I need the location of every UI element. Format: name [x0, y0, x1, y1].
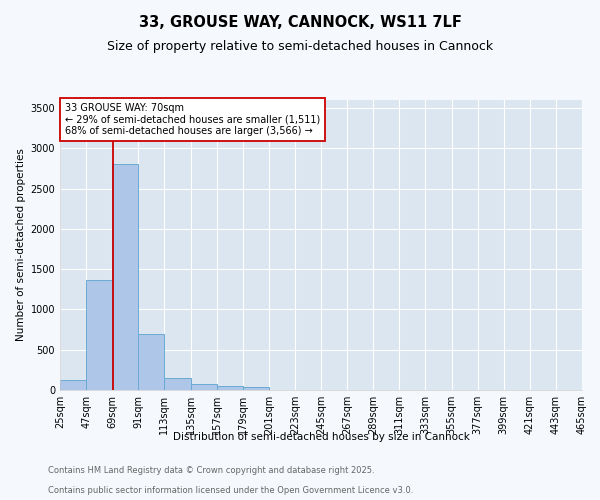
Bar [217, 386, 242, 390]
Y-axis label: Number of semi-detached properties: Number of semi-detached properties [16, 148, 26, 342]
Text: Contains HM Land Registry data © Crown copyright and database right 2025.: Contains HM Land Registry data © Crown c… [48, 466, 374, 475]
Bar [242, 387, 269, 390]
Text: Contains public sector information licensed under the Open Government Licence v3: Contains public sector information licen… [48, 486, 413, 495]
Bar [112, 164, 139, 390]
Text: 33 GROUSE WAY: 70sqm
← 29% of semi-detached houses are smaller (1,511)
68% of se: 33 GROUSE WAY: 70sqm ← 29% of semi-detac… [65, 103, 320, 136]
Bar [164, 378, 191, 390]
Text: Distribution of semi-detached houses by size in Cannock: Distribution of semi-detached houses by … [173, 432, 469, 442]
Bar [139, 334, 164, 390]
Bar [60, 380, 86, 390]
Text: 33, GROUSE WAY, CANNOCK, WS11 7LF: 33, GROUSE WAY, CANNOCK, WS11 7LF [139, 15, 461, 30]
Bar [86, 280, 112, 390]
Text: Size of property relative to semi-detached houses in Cannock: Size of property relative to semi-detach… [107, 40, 493, 53]
Bar [191, 384, 217, 390]
